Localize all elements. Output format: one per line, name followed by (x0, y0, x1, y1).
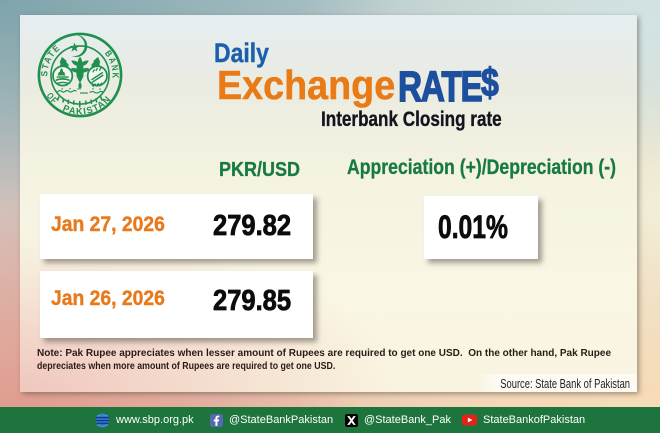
svg-text:PAKISTAN: PAKISTAN (62, 93, 114, 116)
